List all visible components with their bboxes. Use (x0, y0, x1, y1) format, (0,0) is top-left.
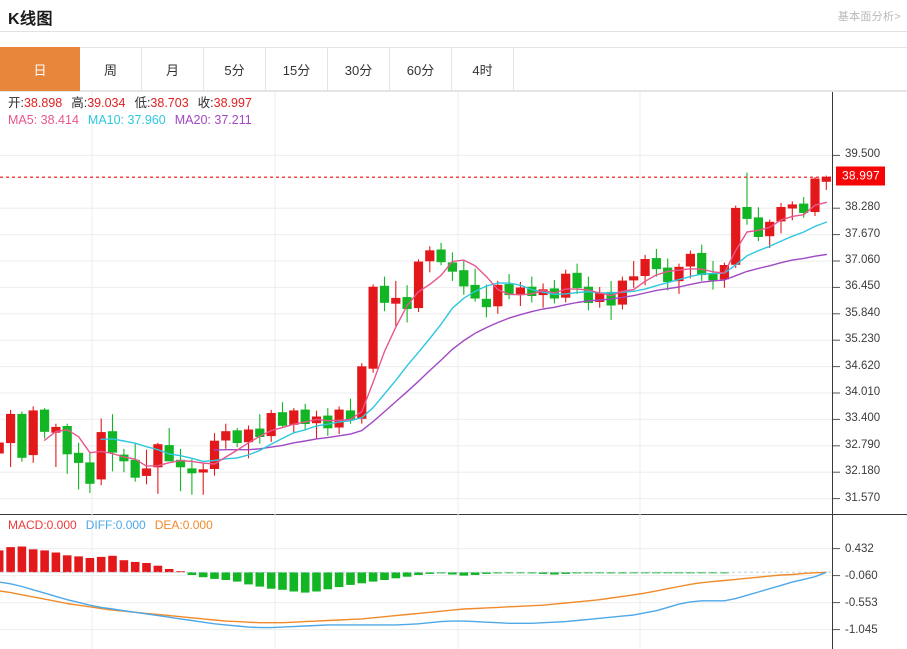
chart-area: 开:38.898 高:39.034 低:38.703 收:38.997 MA5: 38… (0, 91, 907, 649)
timeframe-tabbar: 日 周 月 5分 15分 30分 60分 4时 (0, 47, 907, 91)
price-panel[interactable]: 开:38.898 高:39.034 低:38.703 收:38.997 MA5: 38… (0, 91, 907, 516)
tab-label: 日 (33, 62, 47, 78)
tab-6[interactable]: 60分 (390, 47, 452, 91)
tab-3[interactable]: 5分 (204, 47, 266, 91)
tab-5[interactable]: 30分 (328, 47, 390, 91)
current-price-badge: 38.997 (836, 166, 885, 186)
macd-panel[interactable]: MACD:0.000 DIFF:0.000 DEA:0.000 (0, 515, 907, 649)
tab-label: 30分 (344, 62, 373, 78)
macd-plot (0, 515, 840, 649)
tab-label: 4时 (472, 62, 493, 78)
tab-label: 5分 (224, 62, 245, 78)
tabbar-filler (514, 47, 907, 91)
tab-label: 60分 (406, 62, 435, 78)
tab-4[interactable]: 15分 (266, 47, 328, 91)
fundamental-analysis-link[interactable]: 基本面分析> (837, 11, 901, 23)
page-header: K线图 基本面分析> (0, 0, 907, 32)
tab-0[interactable]: 日 (0, 47, 80, 91)
tab-label: 15分 (282, 62, 311, 78)
tab-7[interactable]: 4时 (452, 47, 514, 91)
tab-label: 月 (165, 62, 179, 78)
candlestick-plot (0, 92, 840, 516)
tab-label: 周 (103, 62, 117, 78)
page-title: K线图 (8, 11, 54, 28)
tab-1[interactable]: 周 (80, 47, 142, 91)
tab-2[interactable]: 月 (142, 47, 204, 91)
